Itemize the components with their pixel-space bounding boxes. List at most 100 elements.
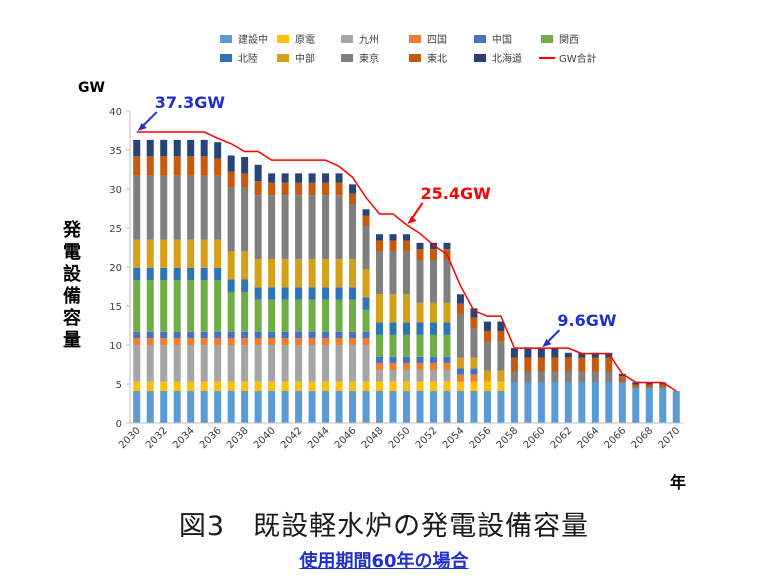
bar-segment (564, 357, 572, 372)
bar-segment (187, 337, 195, 345)
bar-segment (389, 356, 397, 363)
bar-segment (146, 381, 154, 392)
bar-segment (173, 345, 181, 382)
bar-stack-2061 (551, 348, 559, 423)
bar-segment (483, 381, 491, 392)
bar-segment (281, 287, 289, 300)
bar-segment (214, 267, 222, 281)
bar-segment (362, 226, 370, 270)
bar-stack-2035 (200, 139, 208, 423)
bar-segment (133, 156, 141, 176)
bar-segment (551, 348, 559, 358)
bar-stack-2070 (672, 391, 680, 423)
bar-segment (281, 337, 289, 345)
bar-segment (470, 328, 478, 358)
bar-segment (214, 142, 222, 159)
bar-segment (349, 345, 357, 382)
bar-segment (416, 259, 424, 303)
legend-item-4: 中国 (474, 33, 512, 46)
bar-segment (497, 370, 505, 382)
bar-segment (429, 334, 437, 357)
bar-segment (429, 249, 437, 260)
legend-swatch (277, 54, 289, 62)
annotation-label: 25.4GW (421, 184, 492, 203)
bar-segment (578, 357, 586, 372)
bar-segment (524, 382, 532, 423)
bar-segment (470, 357, 478, 369)
bar-segment (187, 139, 195, 157)
legend-label: 中国 (492, 33, 512, 46)
bar-segment (497, 391, 505, 423)
bar-segment (376, 356, 384, 363)
bar-segment (497, 341, 505, 371)
bar-stack-2034 (187, 139, 195, 423)
bar-segment (227, 291, 235, 332)
bar-segment (402, 381, 411, 392)
bar-segment (349, 193, 357, 205)
bar-segment (227, 251, 235, 280)
bar-segment (645, 382, 653, 385)
bar-stack-2039 (254, 164, 262, 423)
bar-segment (349, 331, 357, 338)
bar-segment (376, 234, 384, 241)
bar-stack-2068 (645, 382, 653, 423)
bar-segment (146, 337, 154, 345)
bar-segment (281, 331, 289, 338)
legend-item-7: 中部 (277, 52, 315, 65)
bar-segment (295, 299, 303, 332)
annotation-2: 9.6GW (542, 311, 617, 348)
bar-segment (470, 391, 478, 423)
y-axis: 0 5 10 15 20 25 30 35 40 (109, 107, 131, 430)
x-tick-label: 2050 (387, 425, 413, 451)
bar-segment (416, 242, 424, 250)
bar-stack-2051 (416, 242, 424, 423)
legend-swatch (220, 54, 232, 62)
bar-segment (497, 381, 505, 392)
bar-segment (214, 239, 222, 268)
bar-segment (443, 242, 451, 250)
legend-swatch (541, 35, 553, 43)
bar-segment (402, 391, 411, 423)
bar-segment (335, 287, 343, 300)
bar-segment (389, 362, 397, 370)
annotation-label: 37.3GW (155, 93, 226, 112)
bar-stack-2066 (618, 373, 626, 423)
bar-segment (200, 175, 208, 240)
bar-segment (402, 356, 411, 363)
bar-segment (173, 381, 181, 392)
bar-segment (322, 173, 330, 183)
bar-segment (173, 175, 181, 240)
bar-segment (268, 173, 276, 183)
legend-label: 東北 (427, 52, 447, 65)
bar-segment (632, 384, 640, 388)
bar-segment (254, 337, 262, 345)
bar-segment (160, 345, 168, 382)
bar-segment (416, 356, 424, 363)
legend-item-9: 東北 (409, 52, 447, 65)
bar-segment (227, 337, 235, 345)
figure-subcaption: 使用期間60年の場合 (299, 551, 469, 572)
legend-swatch (341, 35, 353, 43)
bar-segment (308, 337, 316, 345)
bar-segment (402, 240, 411, 252)
bar-segment (416, 391, 424, 423)
bar-segment (645, 387, 653, 423)
legend-item-10: 北海道 (474, 52, 522, 65)
bar-segment (146, 156, 154, 176)
bar-segment (241, 157, 249, 174)
x-tick-label: 2054 (441, 425, 467, 451)
bar-segment (591, 357, 599, 372)
bar-stack-2044 (322, 173, 330, 423)
bar-segment (295, 391, 303, 423)
legend-swatch (474, 35, 486, 43)
bar-segment (173, 139, 181, 157)
bar-segment (416, 381, 424, 392)
bar-segment (376, 322, 384, 335)
bar-segment (429, 369, 437, 382)
bar-segment (268, 337, 276, 345)
bar-stack-2059 (524, 348, 532, 423)
bar-segment (416, 322, 424, 335)
bar-segment (362, 381, 370, 392)
x-tick-label: 2052 (414, 425, 440, 451)
